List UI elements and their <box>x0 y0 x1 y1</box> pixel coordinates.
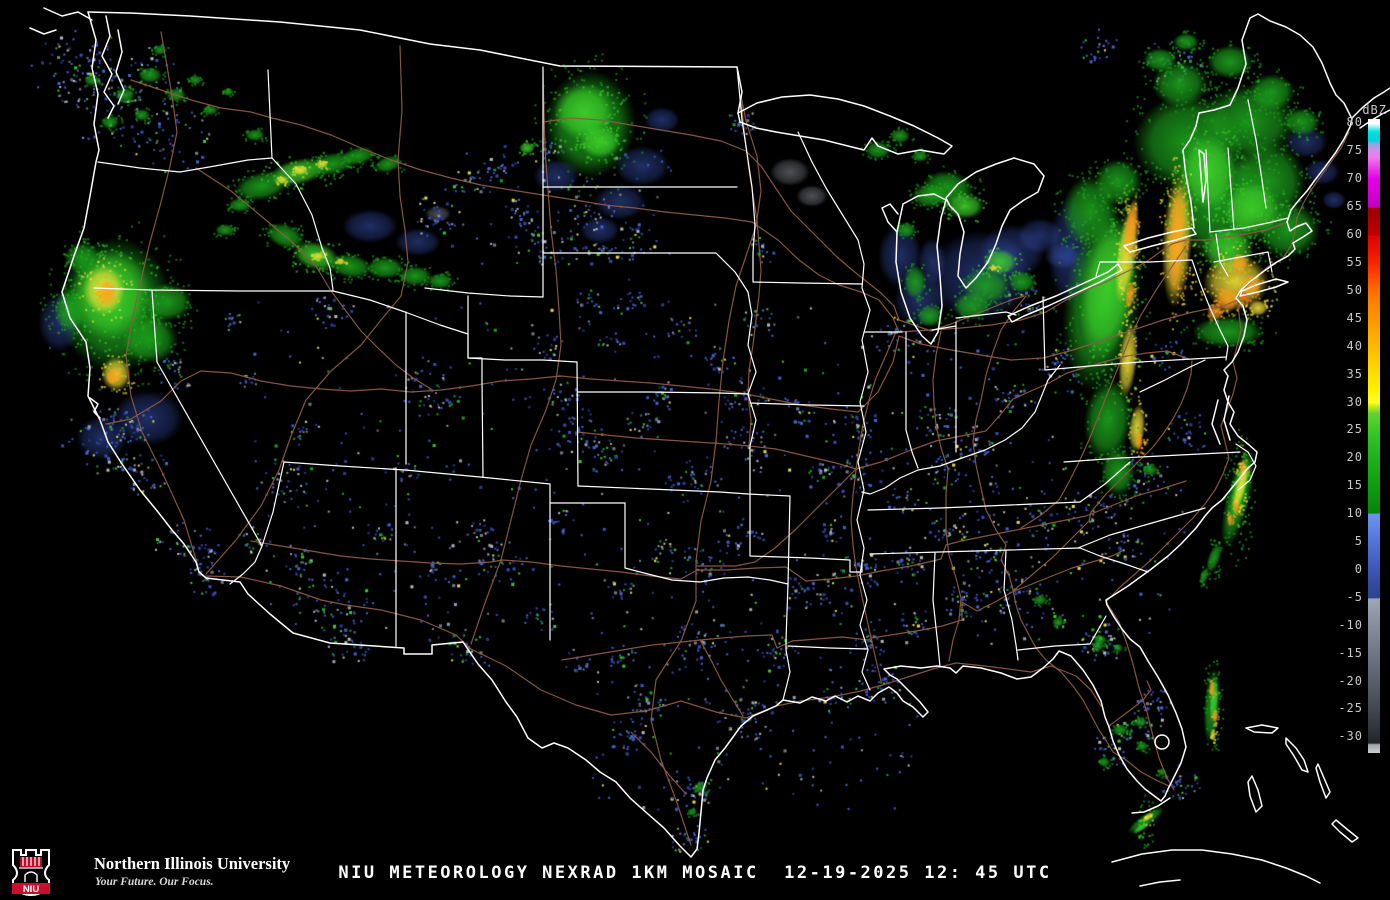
colorbar-tick: 65 <box>1346 199 1363 214</box>
colorbar-tick: 35 <box>1346 366 1363 381</box>
florida-keys <box>1131 797 1171 814</box>
continental-outline <box>61 11 1353 858</box>
colorbar-tick: 55 <box>1346 254 1363 269</box>
colorbar-tick: -20 <box>1338 673 1363 688</box>
colorbar-tick: 40 <box>1346 338 1363 353</box>
colorbar-tick: -10 <box>1338 617 1363 632</box>
lake-erie <box>1007 263 1123 323</box>
colorbar-tick: 70 <box>1346 171 1363 186</box>
mosaic-caption: NIU METEOROLOGY NEXRAD 1KM MOSAIC 12-19-… <box>338 863 1052 883</box>
colorbar-tick: -25 <box>1338 701 1363 716</box>
state-borders-layer <box>93 66 1289 701</box>
colorbar-tick: 30 <box>1346 394 1363 409</box>
chesapeake-bay <box>1211 395 1231 445</box>
long-island <box>1239 278 1289 297</box>
puget-sound <box>101 15 125 119</box>
colorbar-tick: 5 <box>1354 534 1363 549</box>
colorbar-tick: -15 <box>1338 645 1363 660</box>
sf-bay <box>89 397 101 419</box>
colorbar-tick: 80 <box>1346 115 1363 130</box>
cuba-coast <box>1111 849 1321 887</box>
canada-border-west <box>87 11 743 114</box>
bc-coast-fragments <box>29 7 93 35</box>
coastline-layer <box>29 7 1390 887</box>
colorbar-tick: 0 <box>1354 561 1363 576</box>
lake-okeechobee <box>1154 734 1170 750</box>
colorbar-tick: 15 <box>1346 478 1363 493</box>
colorbar-tick: -5 <box>1346 589 1363 604</box>
colorbar-tick: 10 <box>1346 506 1363 521</box>
niu-shield-icon: NIU <box>12 849 50 897</box>
colorbar-tick: 60 <box>1346 227 1363 242</box>
nova-scotia <box>1351 87 1390 129</box>
niu-org-name: Northern Illinois University <box>94 854 291 873</box>
colorbar-tick: -30 <box>1338 729 1363 744</box>
highways-layer <box>105 31 1350 846</box>
colorbar-tick: 25 <box>1346 422 1363 437</box>
colorbar-tick: 45 <box>1346 310 1363 325</box>
bahamas <box>1245 724 1359 843</box>
reflectivity-colorbar <box>1368 119 1380 753</box>
lake-champlain <box>1198 149 1207 203</box>
colorbar-tick: 75 <box>1346 143 1363 158</box>
niu-acronym: NIU <box>23 884 40 895</box>
lake-huron <box>945 157 1045 289</box>
lake-michigan <box>881 193 947 345</box>
colorbar-tick: 50 <box>1346 282 1363 297</box>
colorbar-unit-label: dBZ <box>1362 103 1387 117</box>
niu-logo-lockup: NIU Northern Illinois University Your Fu… <box>6 846 306 898</box>
niu-tagline: Your Future. Our Focus. <box>95 876 214 888</box>
lake-superior <box>737 94 953 155</box>
colorbar-tick: 20 <box>1346 450 1363 465</box>
lake-ontario <box>1123 227 1197 253</box>
